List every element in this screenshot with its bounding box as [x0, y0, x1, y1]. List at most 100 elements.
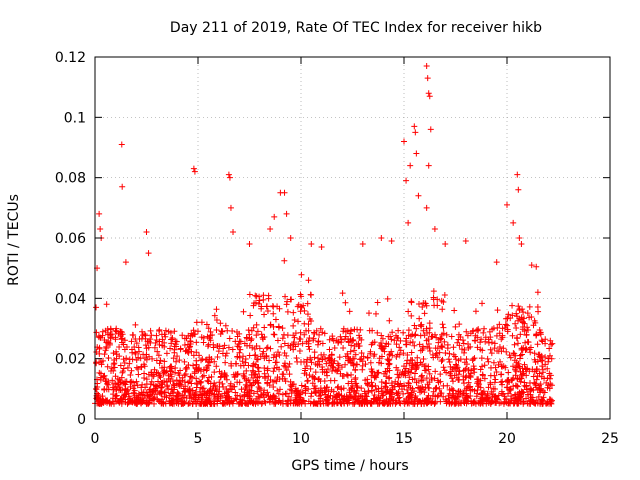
data-point — [432, 368, 439, 375]
data-point — [412, 366, 419, 373]
data-point — [118, 141, 125, 148]
data-point — [133, 340, 140, 347]
data-point — [213, 306, 220, 313]
data-point — [326, 354, 333, 361]
data-point — [278, 343, 285, 350]
data-point — [223, 372, 230, 379]
data-point — [148, 332, 155, 339]
data-point — [308, 393, 315, 400]
data-point — [248, 382, 255, 389]
data-point — [131, 343, 138, 350]
data-point — [260, 296, 267, 303]
data-point — [425, 90, 432, 97]
data-point — [426, 93, 433, 100]
data-point — [493, 369, 500, 376]
data-point — [208, 373, 215, 380]
data-point — [405, 390, 412, 397]
data-point — [528, 262, 535, 269]
data-point — [135, 354, 142, 361]
data-point — [515, 360, 522, 367]
data-point — [283, 301, 290, 308]
data-point — [145, 371, 152, 378]
data-point — [488, 350, 495, 357]
data-point — [548, 341, 555, 348]
data-point — [102, 327, 109, 334]
data-point — [546, 345, 553, 352]
data-point — [317, 325, 324, 332]
data-point — [338, 386, 345, 393]
data-point — [386, 360, 393, 367]
data-point — [451, 364, 458, 371]
data-point — [161, 364, 168, 371]
data-point — [336, 354, 343, 361]
data-point — [331, 400, 338, 407]
data-point — [479, 394, 486, 401]
data-point — [223, 376, 230, 383]
data-point — [262, 399, 269, 406]
data-point — [176, 357, 183, 364]
data-point — [425, 363, 432, 370]
data-point — [200, 400, 207, 407]
data-point — [128, 378, 135, 385]
data-point — [405, 379, 412, 386]
data-point — [417, 322, 424, 329]
data-point — [372, 373, 379, 380]
data-point — [539, 366, 546, 373]
data-point — [490, 359, 497, 366]
data-point — [536, 382, 543, 389]
data-point — [388, 336, 395, 343]
data-point — [530, 322, 537, 329]
data-point — [467, 383, 474, 390]
data-point — [352, 351, 359, 358]
data-point — [94, 395, 101, 402]
data-point — [337, 333, 344, 340]
data-point — [382, 383, 389, 390]
data-point — [247, 312, 254, 319]
data-point — [526, 314, 533, 321]
data-point — [396, 344, 403, 351]
data-point — [257, 391, 264, 398]
data-point — [169, 400, 176, 407]
data-point — [187, 390, 194, 397]
data-point — [516, 235, 523, 241]
data-point — [185, 400, 192, 407]
data-point — [369, 369, 376, 376]
data-point — [353, 380, 360, 387]
data-point — [478, 355, 485, 362]
data-point — [186, 344, 193, 351]
data-point — [412, 392, 419, 399]
data-point — [524, 324, 531, 331]
data-point — [118, 400, 125, 407]
data-point — [367, 399, 374, 406]
data-point — [98, 400, 105, 407]
data-point — [446, 350, 453, 357]
data-point — [364, 376, 371, 383]
data-point — [359, 241, 366, 248]
data-point — [256, 345, 263, 352]
data-point — [506, 352, 513, 359]
data-point — [106, 399, 113, 406]
data-point — [521, 379, 528, 386]
data-point — [485, 358, 492, 365]
data-point — [168, 340, 175, 347]
data-point — [544, 365, 551, 372]
data-point — [140, 397, 147, 404]
data-point — [213, 327, 220, 334]
data-point — [491, 379, 498, 386]
data-point — [270, 331, 277, 338]
data-point — [252, 292, 259, 299]
data-point — [101, 351, 108, 358]
data-point — [405, 327, 412, 334]
data-point — [523, 346, 530, 353]
data-point — [281, 189, 288, 196]
data-point — [219, 380, 226, 387]
data-point — [526, 400, 533, 407]
data-point — [195, 366, 202, 373]
data-point — [96, 369, 103, 376]
data-point — [264, 307, 271, 314]
data-point — [145, 250, 152, 257]
data-point — [247, 337, 254, 344]
data-point — [482, 338, 489, 345]
data-point — [273, 359, 280, 366]
data-point — [290, 309, 297, 316]
